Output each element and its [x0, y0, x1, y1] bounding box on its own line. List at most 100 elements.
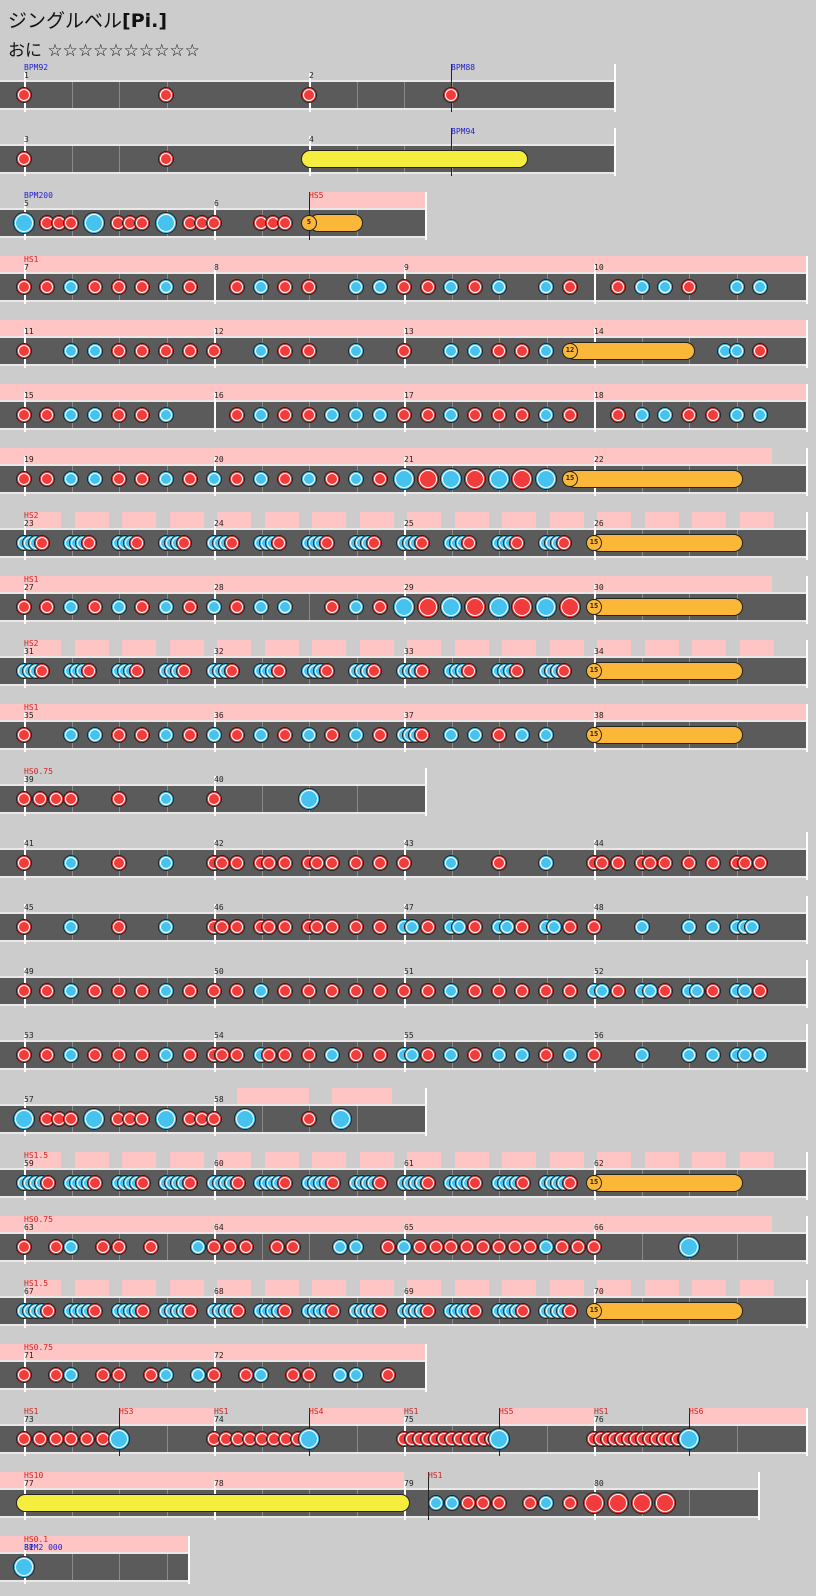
- ka-big-note: [155, 212, 177, 234]
- don-note: [277, 471, 293, 487]
- measure-number: 51: [404, 967, 414, 976]
- ka-big-note: [488, 468, 510, 490]
- measure-number: 6: [214, 199, 219, 208]
- speed-highlight: [549, 640, 584, 656]
- don-note: [134, 727, 150, 743]
- don-big-note: [417, 596, 439, 618]
- don-note: [491, 727, 507, 743]
- measure-number: 52: [594, 967, 604, 976]
- beat-line: [309, 594, 310, 620]
- don-big-note: [464, 596, 486, 618]
- measure-number: 8: [214, 263, 219, 272]
- don-note: [39, 1047, 55, 1063]
- measure-number: 40: [214, 775, 224, 784]
- don-note: [348, 855, 364, 871]
- don-note: [16, 599, 32, 615]
- don-note: [514, 407, 530, 423]
- chart-row: 53 54 55 56: [0, 1024, 816, 1084]
- don-note: [134, 407, 150, 423]
- don-note: [81, 663, 97, 679]
- ka-note: [63, 983, 79, 999]
- chart-row: 35 36 37 38 HS1 15: [0, 704, 816, 764]
- don-note: [63, 791, 79, 807]
- don-note: [134, 983, 150, 999]
- ka-note: [63, 279, 79, 295]
- ka-big-note: [83, 212, 105, 234]
- measure-number: 21: [404, 455, 414, 464]
- ka-big-note: [488, 596, 510, 618]
- don-note: [48, 791, 64, 807]
- don-note: [48, 1431, 64, 1447]
- bar-line: [806, 1408, 808, 1456]
- ka-note: [705, 919, 721, 935]
- drumroll: [16, 1494, 410, 1512]
- beat-line: [167, 1426, 168, 1452]
- don-note: [229, 727, 245, 743]
- speed-highlight: [122, 512, 156, 528]
- don-note: [129, 535, 145, 551]
- don-note: [705, 407, 721, 423]
- don-note: [158, 87, 174, 103]
- chart-row: 5 6 BPM200 HS5 5: [0, 192, 816, 252]
- chart-row: 73 74 75 76 HS1 HS3 HS1 HS4 HS1 HS5 HS1 HS6: [0, 1408, 816, 1468]
- ka-note: [428, 1495, 444, 1511]
- ka-note: [301, 471, 317, 487]
- bar-line: [614, 128, 616, 176]
- don-note: [87, 1175, 103, 1191]
- measure-number: 68: [214, 1287, 224, 1296]
- don-note: [224, 663, 240, 679]
- don-note: [87, 1303, 103, 1319]
- don-note: [414, 727, 430, 743]
- don-note: [143, 1367, 159, 1383]
- don-note: [111, 855, 127, 871]
- speed-highlight: [597, 512, 631, 528]
- don-note: [176, 535, 192, 551]
- don-note: [95, 1239, 111, 1255]
- beat-line: [357, 786, 358, 812]
- don-note: [111, 471, 127, 487]
- ka-note: [538, 279, 554, 295]
- don-note: [301, 983, 317, 999]
- don-note: [277, 1175, 293, 1191]
- speed-highlight: [169, 640, 204, 656]
- ka-note: [158, 279, 174, 295]
- don-note: [277, 919, 293, 935]
- hs-label: HS6: [689, 1407, 704, 1416]
- don-note: [428, 1239, 444, 1255]
- don-note: [129, 663, 145, 679]
- bar-line: [806, 704, 808, 752]
- don-note: [182, 1047, 198, 1063]
- don-note: [134, 1111, 150, 1127]
- don-note: [214, 919, 230, 935]
- roll-count-badge: 15: [586, 1303, 602, 1319]
- speed-highlight: [502, 640, 536, 656]
- speed-highlight: [359, 1152, 394, 1168]
- measure-number: 41: [24, 839, 34, 848]
- beat-line: [119, 146, 120, 172]
- ka-note: [63, 855, 79, 871]
- ka-note: [744, 919, 760, 935]
- bar-line: [214, 264, 216, 304]
- ka-note: [729, 279, 745, 295]
- don-note: [380, 1239, 396, 1255]
- speed-highlight: [644, 1152, 679, 1168]
- don-note: [261, 855, 277, 871]
- ka-note: [737, 1047, 753, 1063]
- don-note: [39, 279, 55, 295]
- don-note: [319, 535, 335, 551]
- measure-number: 75: [404, 1415, 414, 1424]
- don-note: [229, 599, 245, 615]
- bar-line: [806, 256, 808, 304]
- don-note: [460, 1495, 476, 1511]
- note-lane: [0, 80, 616, 110]
- hs-label: HS10: [24, 1471, 44, 1480]
- don-note: [16, 87, 32, 103]
- measure-number: 57: [24, 1095, 34, 1104]
- don-note: [229, 279, 245, 295]
- drumroll: [566, 342, 695, 360]
- don-note: [467, 1047, 483, 1063]
- ka-note: [737, 983, 753, 999]
- ka-note: [372, 407, 388, 423]
- ka-note: [657, 279, 673, 295]
- speed-highlight: [169, 1280, 204, 1296]
